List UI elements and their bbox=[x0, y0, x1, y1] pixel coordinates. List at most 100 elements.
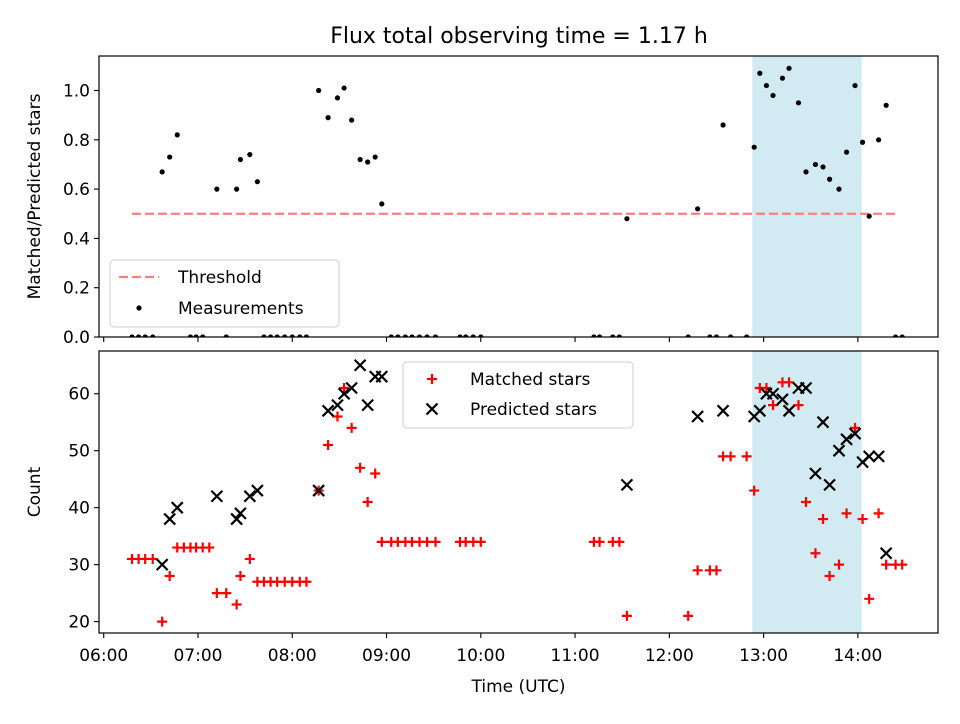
chart-title: Flux total observing time = 1.17 h bbox=[330, 24, 708, 49]
data-point bbox=[353, 358, 367, 372]
data-point bbox=[809, 467, 822, 480]
x-tick-label: 06:00 bbox=[79, 646, 128, 666]
data-point bbox=[159, 169, 165, 175]
data-point bbox=[716, 404, 730, 418]
y-tick-label: 1.0 bbox=[63, 82, 90, 102]
y-tick-label: 0.8 bbox=[63, 131, 90, 151]
legend: Threshold Measurements bbox=[109, 259, 340, 328]
data-point bbox=[824, 571, 835, 582]
axes-frame bbox=[98, 350, 939, 634]
data-point bbox=[850, 422, 861, 433]
data-point bbox=[768, 400, 779, 411]
data-point bbox=[766, 387, 780, 401]
data-point bbox=[370, 468, 381, 479]
data-point bbox=[142, 334, 148, 337]
plot-area bbox=[126, 351, 908, 633]
data-point bbox=[155, 558, 169, 571]
data-point bbox=[274, 334, 280, 337]
data-point bbox=[135, 334, 142, 337]
data-point bbox=[610, 334, 616, 337]
data-point bbox=[691, 410, 704, 423]
data-point bbox=[594, 536, 605, 547]
data-point bbox=[432, 334, 439, 337]
data-point bbox=[840, 433, 853, 446]
y-axis-label: Count bbox=[25, 466, 45, 517]
data-point bbox=[430, 536, 441, 547]
data-point bbox=[770, 92, 776, 99]
series-measurements bbox=[129, 65, 905, 337]
data-point bbox=[692, 565, 703, 576]
y-tick-label: 50 bbox=[68, 442, 90, 462]
x-tick-label: 12:00 bbox=[645, 646, 694, 666]
data-point bbox=[204, 542, 215, 553]
legend-box bbox=[109, 259, 340, 328]
x-tick-label: 07:00 bbox=[173, 646, 222, 666]
data-point bbox=[741, 451, 752, 462]
data-point bbox=[810, 548, 821, 559]
data-point bbox=[614, 536, 625, 547]
data-point bbox=[230, 512, 243, 526]
data-point bbox=[170, 501, 184, 514]
y-tick-label: 0.2 bbox=[63, 279, 90, 299]
y-tick-label: 20 bbox=[68, 613, 90, 633]
data-point bbox=[470, 334, 476, 337]
data-point bbox=[345, 381, 358, 395]
series-matched-stars bbox=[126, 377, 908, 627]
data-point bbox=[463, 334, 469, 337]
data-point bbox=[334, 95, 341, 101]
axes-frame bbox=[98, 55, 939, 338]
x-tick-label: 09:00 bbox=[362, 646, 411, 666]
data-point bbox=[859, 139, 866, 145]
legend-predicted-swatch bbox=[425, 402, 439, 416]
data-point bbox=[879, 546, 893, 560]
x-tick-label: 11:00 bbox=[551, 646, 600, 666]
data-point bbox=[782, 404, 796, 418]
data-point bbox=[301, 576, 312, 587]
data-point bbox=[881, 559, 892, 570]
data-point bbox=[753, 404, 767, 418]
legend: Matched stars Predicted stars bbox=[402, 361, 634, 429]
data-point bbox=[876, 137, 882, 143]
data-point bbox=[167, 154, 173, 160]
data-point bbox=[857, 514, 868, 525]
data-point bbox=[786, 65, 792, 71]
data-point bbox=[231, 599, 242, 610]
data-point bbox=[720, 122, 726, 128]
data-point bbox=[817, 514, 828, 525]
data-point bbox=[897, 559, 908, 570]
data-point bbox=[337, 387, 351, 401]
data-point bbox=[873, 508, 884, 519]
data-point bbox=[834, 559, 845, 570]
x-tick-label: 14:00 bbox=[833, 646, 882, 666]
data-point bbox=[820, 164, 826, 170]
data-point bbox=[331, 398, 344, 412]
data-point bbox=[899, 334, 905, 337]
data-point bbox=[244, 553, 255, 564]
data-point bbox=[416, 334, 423, 337]
data-point bbox=[303, 334, 309, 337]
ratio-panel: 0.0 0.2 0.4 0.6 0.8 1.0 Matched/Predicted star… bbox=[25, 55, 939, 348]
data-point bbox=[221, 588, 232, 599]
data-point bbox=[375, 370, 389, 383]
data-point bbox=[422, 536, 433, 547]
data-point bbox=[323, 440, 334, 450]
data-point bbox=[713, 334, 720, 337]
data-point bbox=[457, 334, 463, 337]
data-point bbox=[866, 213, 872, 219]
data-point bbox=[852, 82, 858, 89]
data-point bbox=[883, 102, 889, 108]
data-point bbox=[892, 334, 899, 337]
legend-label: Matched stars bbox=[470, 370, 590, 390]
data-point bbox=[243, 489, 257, 503]
data-point bbox=[816, 415, 830, 429]
data-point bbox=[163, 512, 176, 526]
x-tick-label: 08:00 bbox=[268, 646, 317, 666]
data-point bbox=[478, 334, 484, 337]
data-point bbox=[864, 593, 875, 604]
y-tick-label: 0.6 bbox=[63, 180, 90, 200]
legend-box bbox=[402, 361, 634, 429]
data-point bbox=[325, 115, 331, 121]
data-point bbox=[316, 87, 322, 94]
data-point bbox=[282, 334, 288, 337]
y-tick-label: 30 bbox=[68, 556, 90, 576]
